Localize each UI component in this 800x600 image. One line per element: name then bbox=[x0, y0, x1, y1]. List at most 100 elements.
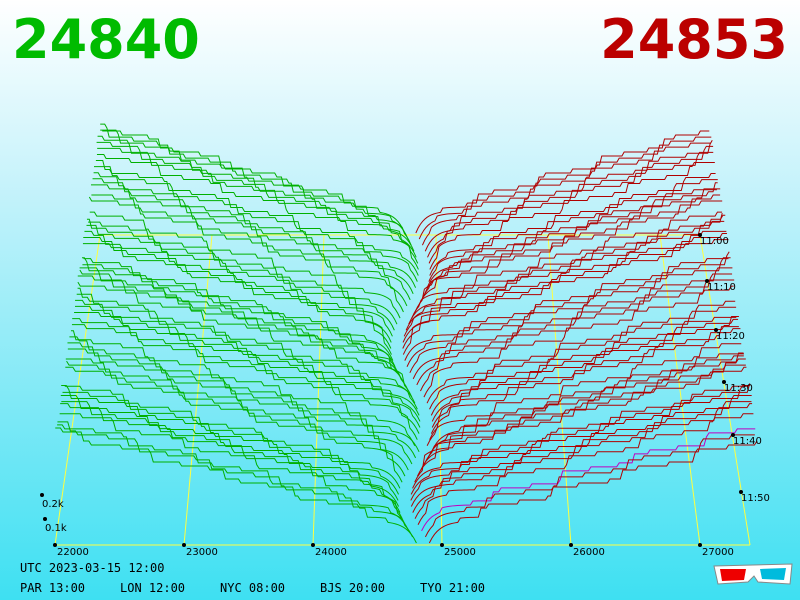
ask-curve bbox=[429, 328, 741, 440]
clock: TYO 21:00 bbox=[420, 581, 485, 595]
time-tick-label: 11:50 bbox=[741, 493, 770, 504]
world-clocks: PAR 13:00 LON 12:00 NYC 08:00 BJS 20:00 TYO … bbox=[20, 581, 485, 595]
time-tick bbox=[739, 490, 743, 494]
bid-curve bbox=[59, 413, 406, 525]
ask-curve bbox=[402, 230, 727, 343]
price-tick bbox=[698, 543, 702, 547]
ask-curve bbox=[426, 343, 742, 446]
bid-curve bbox=[61, 401, 401, 513]
ask-curve bbox=[430, 316, 737, 416]
ask-curve bbox=[426, 300, 736, 404]
ask-curve bbox=[429, 306, 737, 410]
ask-curve bbox=[418, 136, 712, 240]
ask-curve bbox=[416, 273, 733, 386]
ask-curve bbox=[428, 151, 714, 264]
bid-curve bbox=[70, 330, 416, 446]
red-lens bbox=[720, 569, 746, 581]
ask-curve bbox=[411, 211, 723, 319]
ask-curve bbox=[405, 214, 726, 331]
ask-curve bbox=[431, 318, 739, 422]
ask-curve bbox=[429, 161, 715, 270]
ask-curve bbox=[423, 352, 744, 465]
ask-curve bbox=[429, 173, 716, 276]
time-tick bbox=[722, 380, 726, 384]
ask-curve bbox=[421, 188, 721, 301]
bid-curve bbox=[88, 196, 404, 313]
ask-curve bbox=[430, 326, 739, 434]
bid-curve bbox=[82, 264, 396, 367]
clock: PAR 13:00 bbox=[20, 581, 85, 595]
price-tick-label: 27000 bbox=[702, 547, 734, 558]
bid-curve bbox=[100, 129, 412, 246]
ask-curve bbox=[403, 220, 725, 337]
ask-curve bbox=[431, 316, 739, 428]
bid-curve bbox=[75, 305, 421, 422]
bid-curve bbox=[67, 348, 413, 465]
ask-curve bbox=[427, 355, 744, 459]
ask-curve bbox=[414, 200, 723, 313]
ask-curve bbox=[428, 440, 758, 544]
ask-curve bbox=[421, 142, 711, 246]
depth-tick-label: 0.1k bbox=[45, 523, 67, 534]
grid-line bbox=[54, 234, 101, 546]
ask-curve bbox=[410, 384, 751, 501]
price-tick bbox=[53, 543, 57, 547]
bid-curve bbox=[95, 160, 419, 276]
time-tick bbox=[698, 233, 702, 237]
price-tick bbox=[440, 543, 444, 547]
grid-line bbox=[183, 234, 213, 546]
ask-curve bbox=[418, 194, 721, 307]
grid-line bbox=[659, 234, 701, 546]
clock: LON 12:00 bbox=[120, 581, 185, 595]
ask-curve bbox=[431, 353, 744, 453]
ask-curve bbox=[406, 251, 730, 367]
grid-line bbox=[547, 234, 572, 546]
ask-curve bbox=[404, 258, 729, 361]
bid-curve bbox=[62, 391, 400, 495]
ask-curve bbox=[428, 179, 718, 282]
time-tick bbox=[714, 328, 718, 332]
bid-curve bbox=[90, 184, 411, 301]
bid-curve bbox=[97, 135, 415, 252]
ask-curve bbox=[417, 413, 754, 525]
grid-line bbox=[435, 234, 443, 546]
clock: BJS 20:00 bbox=[320, 581, 385, 595]
price-tick bbox=[569, 543, 573, 547]
bid-curve bbox=[88, 221, 398, 325]
time-tick-label: 11:10 bbox=[707, 282, 736, 293]
bid-curve bbox=[100, 123, 409, 240]
ask-curve bbox=[412, 401, 752, 513]
bid-curve bbox=[74, 312, 421, 428]
bid-curve bbox=[93, 166, 418, 282]
bid-curve bbox=[89, 211, 401, 319]
bid-curve bbox=[92, 178, 414, 294]
ask-curve bbox=[426, 189, 717, 288]
price-tick-label: 26000 bbox=[573, 547, 605, 558]
bid-curve bbox=[57, 424, 410, 532]
bid-curve bbox=[91, 194, 408, 307]
ask-curve bbox=[412, 267, 733, 380]
depth-tick bbox=[43, 517, 47, 521]
bid-curve bbox=[60, 395, 400, 507]
cyan-lens bbox=[760, 568, 786, 580]
bid-curve bbox=[102, 130, 406, 234]
3d-glasses-icon[interactable] bbox=[713, 563, 793, 585]
ask-curve bbox=[424, 182, 718, 294]
ask-curve bbox=[409, 257, 731, 374]
ask-curve bbox=[410, 383, 751, 495]
ask-curve bbox=[414, 366, 747, 483]
ask-curve bbox=[417, 364, 746, 477]
bid-curve bbox=[93, 172, 417, 288]
bid-curve bbox=[72, 318, 420, 434]
bid-curve bbox=[82, 243, 392, 355]
time-tick-label: 11:00 bbox=[700, 236, 729, 247]
time-tick-label: 11:20 bbox=[716, 331, 745, 342]
bid-curve bbox=[57, 421, 413, 538]
bid-curve bbox=[81, 257, 399, 374]
bid-curve bbox=[69, 336, 420, 453]
bid-curve bbox=[79, 269, 406, 386]
bid-curve bbox=[84, 230, 392, 343]
price-tick-label: 23000 bbox=[186, 547, 218, 558]
